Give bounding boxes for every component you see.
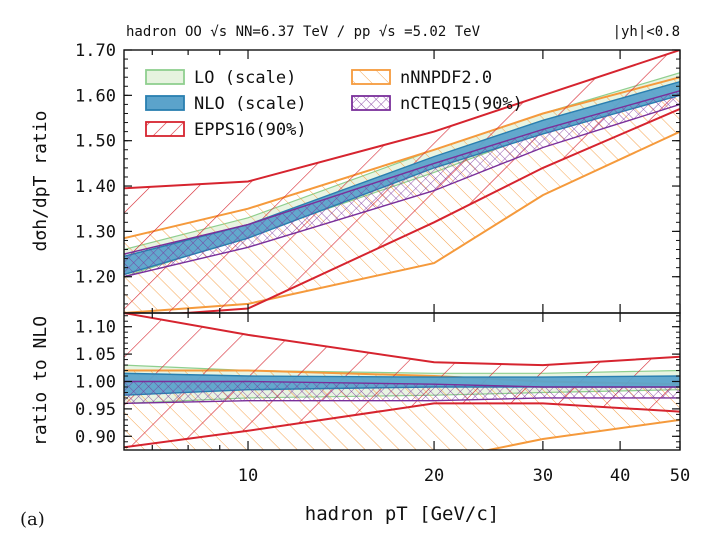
x-axis: 10 20 30 40 50 <box>151 50 690 486</box>
legend-swatch-ncteq <box>351 95 391 111</box>
y-tick-label: 1.10 <box>75 318 116 338</box>
legend-label-lo: LO (scale) <box>194 68 296 88</box>
band-ncteq-lower <box>124 103 680 278</box>
legend-label-nlo: NLO (scale) <box>194 94 307 114</box>
top-y-axis-label: dσh/dpT ratio <box>30 111 51 252</box>
x-tick-label: 20 <box>424 466 444 486</box>
band-epps16-upper <box>124 313 680 367</box>
legend-swatch-lo <box>145 69 185 85</box>
band-ncteq-upper <box>124 380 680 388</box>
y-tick-label: 1.20 <box>75 268 116 288</box>
y-tick-label: 1.40 <box>75 177 116 197</box>
panel-label: (a) <box>20 509 45 530</box>
band-ncteq <box>124 90 680 278</box>
top-y-axis: 1.20 1.30 1.40 1.50 1.60 1.70 <box>75 41 680 305</box>
y-tick-label: 1.60 <box>75 86 116 106</box>
y-tick-label: 1.70 <box>75 41 116 61</box>
legend-swatch-nlo <box>145 95 185 111</box>
legend-label-ncteq: nCTEQ15(90%) <box>400 94 523 114</box>
x-tick-label: 10 <box>238 466 258 486</box>
legend-label-nnnpdf: nNNPDF2.0 <box>400 68 492 88</box>
top-panel: 1.20 1.30 1.40 1.50 1.60 1.70 dσh/dpT ratio <box>30 41 681 314</box>
x-tick-label: 40 <box>610 466 630 486</box>
top-bands <box>124 50 680 313</box>
legend-swatch-epps16 <box>145 121 185 137</box>
band-ncteq <box>124 380 680 405</box>
band-nlo-upper <box>124 372 680 378</box>
y-tick-label: 1.00 <box>75 373 116 393</box>
header-rapidity: |yh|<0.8 <box>613 24 680 40</box>
legend-swatch-nnnpdf <box>351 69 391 85</box>
bottom-bands <box>124 313 680 450</box>
y-tick-label: 1.50 <box>75 132 116 152</box>
x-tick-label: 30 <box>533 466 553 486</box>
band-epps16-lower <box>124 402 680 449</box>
legend: LO (scale) NLO (scale) EPPS16(90%) nNNPDF2.… <box>145 68 523 140</box>
y-tick-label: 0.90 <box>75 427 116 447</box>
bottom-panel: 0.90 0.95 1.00 1.05 1.10 10 20 30 40 50 ratio to… <box>30 50 690 486</box>
bottom-y-axis: 0.90 0.95 1.00 1.05 1.10 <box>75 315 680 448</box>
y-tick-label: 1.30 <box>75 222 116 242</box>
band-epps16-lower <box>172 107 680 313</box>
x-tick-label: 50 <box>670 466 690 486</box>
y-tick-label: 1.05 <box>75 345 116 365</box>
x-axis-label: hadron pT [GeV/c] <box>305 503 499 525</box>
band-ncteq-fill <box>124 90 680 277</box>
y-tick-label: 0.95 <box>75 400 116 420</box>
band-ncteq-lower <box>124 397 680 405</box>
band-nnnpdf-lower <box>483 418 680 450</box>
band-ncteq-upper <box>124 90 680 255</box>
legend-label-epps16: EPPS16(90%) <box>194 120 307 140</box>
header-title: hadron OO √s NN=6.37 TeV / pp √s =5.02 T… <box>126 24 481 40</box>
bottom-y-axis-label: ratio to NLO <box>30 316 51 446</box>
band-epps16-upper <box>124 50 680 190</box>
